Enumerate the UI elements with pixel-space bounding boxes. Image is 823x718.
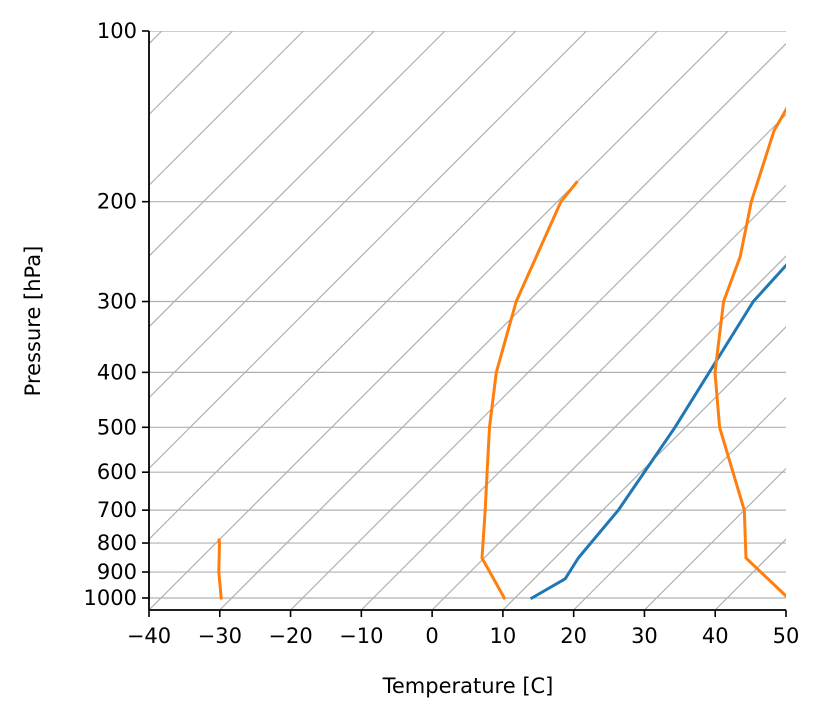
x-tick-label: 30 bbox=[631, 624, 658, 648]
skewed-isotherms bbox=[0, 31, 786, 610]
skewed-isotherm bbox=[573, 396, 786, 610]
y-tick-label: 700 bbox=[97, 498, 137, 522]
skewed-isotherm bbox=[149, 31, 375, 257]
x-tick-label: 40 bbox=[702, 624, 729, 648]
y-axis-title: Pressure [hPa] bbox=[21, 246, 45, 397]
grid bbox=[149, 31, 786, 599]
skewed-isotherm bbox=[149, 31, 446, 328]
skewed-isotherm bbox=[785, 609, 786, 610]
skewed-isotherm bbox=[502, 326, 786, 610]
skewed-isotherm bbox=[219, 42, 786, 610]
skewed-isotherm bbox=[149, 31, 304, 187]
skewed-isotherm bbox=[0, 31, 20, 610]
series-line-2 bbox=[713, 106, 786, 599]
x-tick-label: −10 bbox=[339, 624, 383, 648]
x-tick-label: 50 bbox=[773, 624, 800, 648]
x-tick-label: −30 bbox=[198, 624, 242, 648]
x-tick-label: 20 bbox=[560, 624, 587, 648]
x-axis-title: Temperature [C] bbox=[382, 674, 554, 698]
x-tick-label: 0 bbox=[425, 624, 438, 648]
series-line-1 bbox=[529, 263, 786, 601]
series-line-4 bbox=[217, 538, 223, 600]
skewed-isotherm bbox=[149, 31, 517, 399]
x-tick-label: −20 bbox=[268, 624, 312, 648]
skewed-isotherm bbox=[149, 31, 587, 470]
skewed-isotherm bbox=[644, 467, 786, 610]
x-tick-label: 10 bbox=[490, 624, 517, 648]
skewed-isotherm bbox=[149, 31, 729, 610]
series-line-3 bbox=[480, 180, 579, 601]
skewed-isotherm bbox=[360, 184, 786, 610]
plot-series bbox=[217, 106, 786, 601]
y-tick-label: 100 bbox=[97, 19, 137, 43]
skewed-isotherm bbox=[149, 31, 658, 541]
y-tick-label: 400 bbox=[97, 360, 137, 384]
x-ticks: −40 −30 −20 −10 0 10 20 30 40 50 bbox=[127, 610, 800, 648]
axes bbox=[148, 31, 786, 611]
y-tick-label: 1000 bbox=[84, 586, 137, 610]
skewed-isotherm bbox=[290, 113, 786, 610]
y-tick-label: 900 bbox=[97, 560, 137, 584]
skewed-isotherm bbox=[0, 31, 91, 610]
y-tick-label: 300 bbox=[97, 290, 137, 314]
y-tick-label: 200 bbox=[97, 190, 137, 214]
y-tick-label: 500 bbox=[97, 415, 137, 439]
y-tick-label: 600 bbox=[97, 460, 137, 484]
x-tick-label: −40 bbox=[127, 624, 171, 648]
y-tick-label: 800 bbox=[97, 531, 137, 555]
skewed-isotherm bbox=[431, 255, 786, 610]
